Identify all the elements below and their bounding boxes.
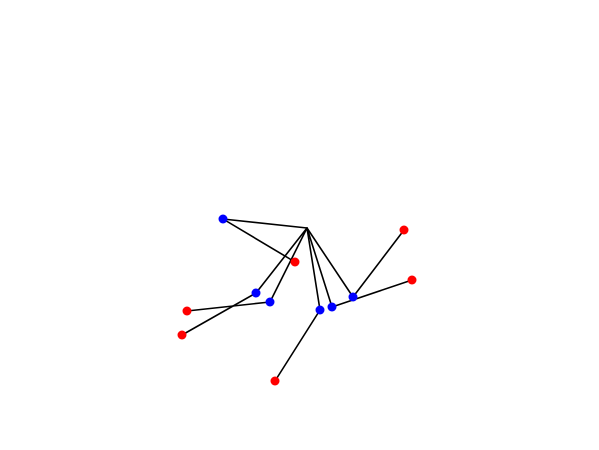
- edge-layer: [181, 218, 413, 382]
- red-node-r6: [399, 225, 409, 235]
- edge-b6-r6: [352, 229, 405, 298]
- edge-h-b5: [306, 227, 333, 308]
- edge-b3-r3: [186, 301, 271, 312]
- blue-node-b3: [265, 297, 275, 307]
- edge-b2-r2: [181, 292, 257, 336]
- edge-h-b6: [306, 227, 354, 298]
- red-node-r1: [290, 257, 300, 267]
- edge-h-b4: [306, 227, 321, 311]
- red-node-r3: [182, 306, 192, 316]
- edge-b1-r1: [222, 218, 296, 263]
- edge-h-b3: [269, 227, 308, 303]
- blue-node-b2: [251, 288, 261, 298]
- blue-node-b1: [218, 214, 228, 224]
- blue-node-b5: [327, 302, 337, 312]
- edge-b4-r4: [274, 309, 321, 382]
- blue-node-b4: [315, 305, 325, 315]
- red-node-r5: [407, 275, 417, 285]
- edge-h-b1: [222, 218, 308, 229]
- edge-b5-r5: [331, 279, 413, 308]
- blue-node-b6: [348, 292, 358, 302]
- node-layer: [177, 214, 417, 386]
- red-node-r4: [270, 376, 280, 386]
- edge-h-b2: [255, 227, 308, 294]
- red-node-r2: [177, 330, 187, 340]
